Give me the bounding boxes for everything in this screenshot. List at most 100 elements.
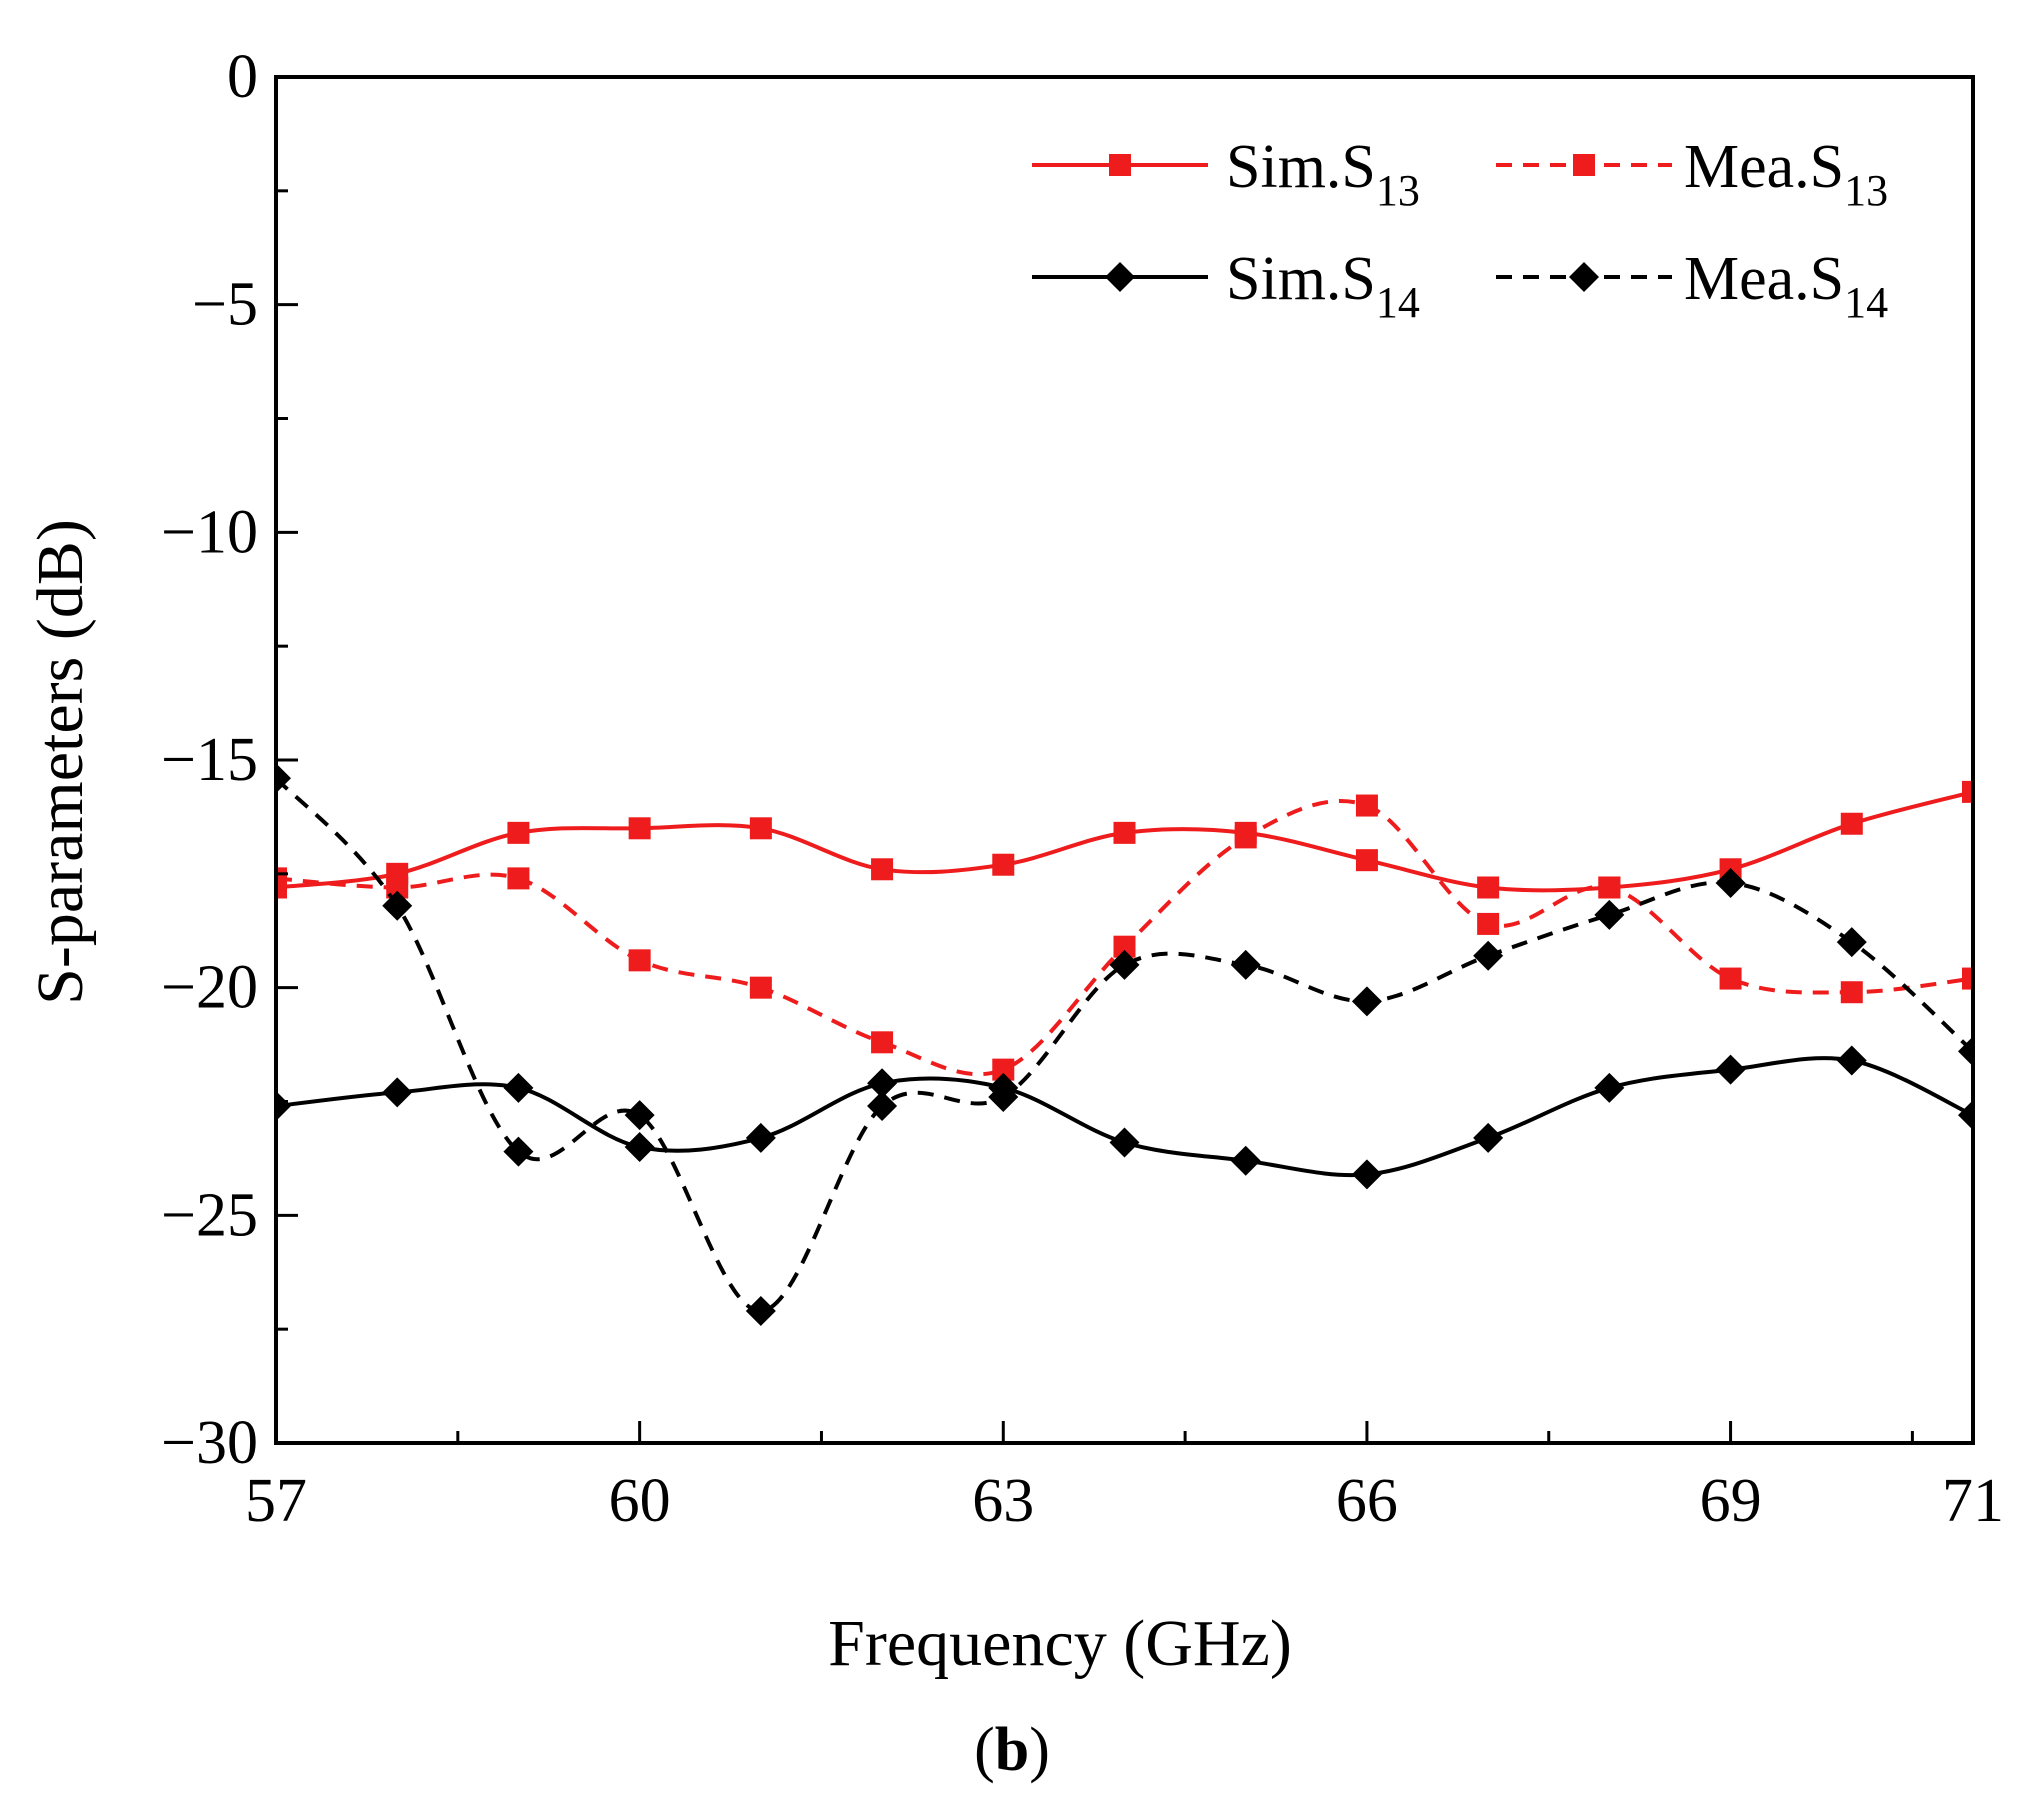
data-point — [1958, 1036, 1973, 1067]
data-point — [867, 1068, 898, 1099]
data-point — [1477, 912, 1500, 935]
data-point — [1594, 1072, 1625, 1103]
series-line-mea-s14 — [276, 776, 1973, 1314]
data-point — [1477, 876, 1500, 899]
legend-entry: Mea.S14 — [1496, 245, 1888, 327]
y-axis-title: S-parameters (dB) — [24, 519, 97, 1005]
legend-entry: Mea.S13 — [1496, 133, 1888, 215]
data-point — [1598, 876, 1621, 899]
data-point — [628, 817, 651, 840]
data-point — [386, 876, 409, 899]
data-point — [871, 858, 894, 881]
data-point — [1351, 986, 1382, 1017]
x-tick-label: 66 — [1336, 1467, 1398, 1535]
legend-label: Sim.S13 — [1226, 133, 1420, 215]
series-mea-s13 — [276, 794, 1973, 1081]
data-point — [382, 1077, 413, 1108]
data-point — [1594, 899, 1625, 930]
data-point — [1230, 949, 1261, 980]
data-point — [867, 1091, 898, 1122]
data-point — [1230, 1145, 1261, 1176]
legend-label: Mea.S14 — [1684, 245, 1888, 327]
panel-label-open: ( — [974, 1716, 995, 1784]
data-point — [382, 890, 413, 921]
data-point — [988, 1081, 1019, 1112]
series-mea-s14 — [276, 763, 1973, 1326]
data-point — [749, 817, 772, 840]
legend-label-main: Sim.S — [1226, 245, 1376, 313]
legend-label-subscript: 13 — [1844, 166, 1888, 215]
data-point — [507, 867, 530, 890]
data-point — [624, 1100, 655, 1131]
series-sim-s14 — [276, 1045, 1973, 1190]
legend-entry: Sim.S14 — [1032, 245, 1420, 327]
data-point — [992, 853, 1015, 876]
x-tick-label: 71 — [1942, 1467, 2004, 1535]
axes-layer: 57 60 63 66 69 71 0 −5 −10 −15 −20 −25 −30 — [161, 43, 2004, 1535]
data-point — [276, 1091, 291, 1122]
data-point — [745, 1122, 776, 1153]
data-point — [1962, 780, 1973, 803]
x-tick-label: 57 — [245, 1467, 307, 1535]
legend-label-subscript: 14 — [1376, 278, 1420, 327]
data-point — [503, 1136, 534, 1167]
data-point — [1113, 935, 1136, 958]
y-tick-label: −10 — [161, 498, 258, 566]
y-tick-label: −20 — [161, 954, 258, 1022]
y-tick-label: −25 — [161, 1181, 258, 1249]
data-point — [992, 1058, 1015, 1081]
data-point — [1473, 1122, 1504, 1153]
data-point — [1473, 940, 1504, 971]
legend-label: Sim.S14 — [1226, 245, 1420, 327]
legend-label: Mea.S13 — [1684, 133, 1888, 215]
legend-marker — [1569, 262, 1599, 292]
data-point — [507, 821, 530, 844]
legend-label-subscript: 13 — [1376, 166, 1420, 215]
data-point — [1836, 1045, 1867, 1076]
legend-marker — [1573, 154, 1595, 176]
data-point — [1715, 1054, 1746, 1085]
data-point — [1355, 849, 1378, 872]
legend-label-main: Mea.S — [1684, 133, 1844, 201]
x-tick-label: 63 — [972, 1467, 1034, 1535]
data-point — [1113, 821, 1136, 844]
data-point — [1836, 927, 1867, 958]
data-point — [1719, 967, 1742, 990]
panel-label-letter: b — [995, 1716, 1029, 1784]
data-point — [1109, 1127, 1140, 1158]
data-point — [749, 976, 772, 999]
data-point — [1715, 867, 1746, 898]
data-point — [871, 1031, 894, 1054]
data-point — [628, 949, 651, 972]
data-point — [1840, 812, 1863, 835]
y-tick-label: −30 — [161, 1409, 258, 1477]
data-point — [276, 867, 287, 890]
data-point — [1355, 794, 1378, 817]
data-point — [503, 1072, 534, 1103]
y-tick-label: −5 — [192, 271, 258, 339]
panel-label-close: ) — [1029, 1716, 1050, 1784]
x-axis-title: Frequency (GHz) — [828, 1607, 1292, 1680]
data-point — [1109, 949, 1140, 980]
legend-label-main: Mea.S — [1684, 245, 1844, 313]
y-tick-label: −15 — [161, 726, 258, 794]
data-point — [1234, 826, 1257, 849]
data-point — [276, 763, 291, 794]
data-point — [1962, 967, 1973, 990]
legend-label-main: Sim.S — [1226, 133, 1376, 201]
legend-label-subscript: 14 — [1844, 278, 1888, 327]
x-tick-label: 60 — [609, 1467, 671, 1535]
y-tick-label: 0 — [227, 43, 258, 111]
data-point — [624, 1132, 655, 1163]
data-point — [1351, 1159, 1382, 1190]
panel-label: (b) — [974, 1716, 1050, 1784]
series-layer — [276, 763, 1973, 1326]
data-point — [745, 1295, 776, 1326]
legend-marker — [1105, 262, 1135, 292]
data-point — [1840, 981, 1863, 1004]
x-tick-label: 69 — [1700, 1467, 1762, 1535]
data-point — [1958, 1100, 1973, 1131]
